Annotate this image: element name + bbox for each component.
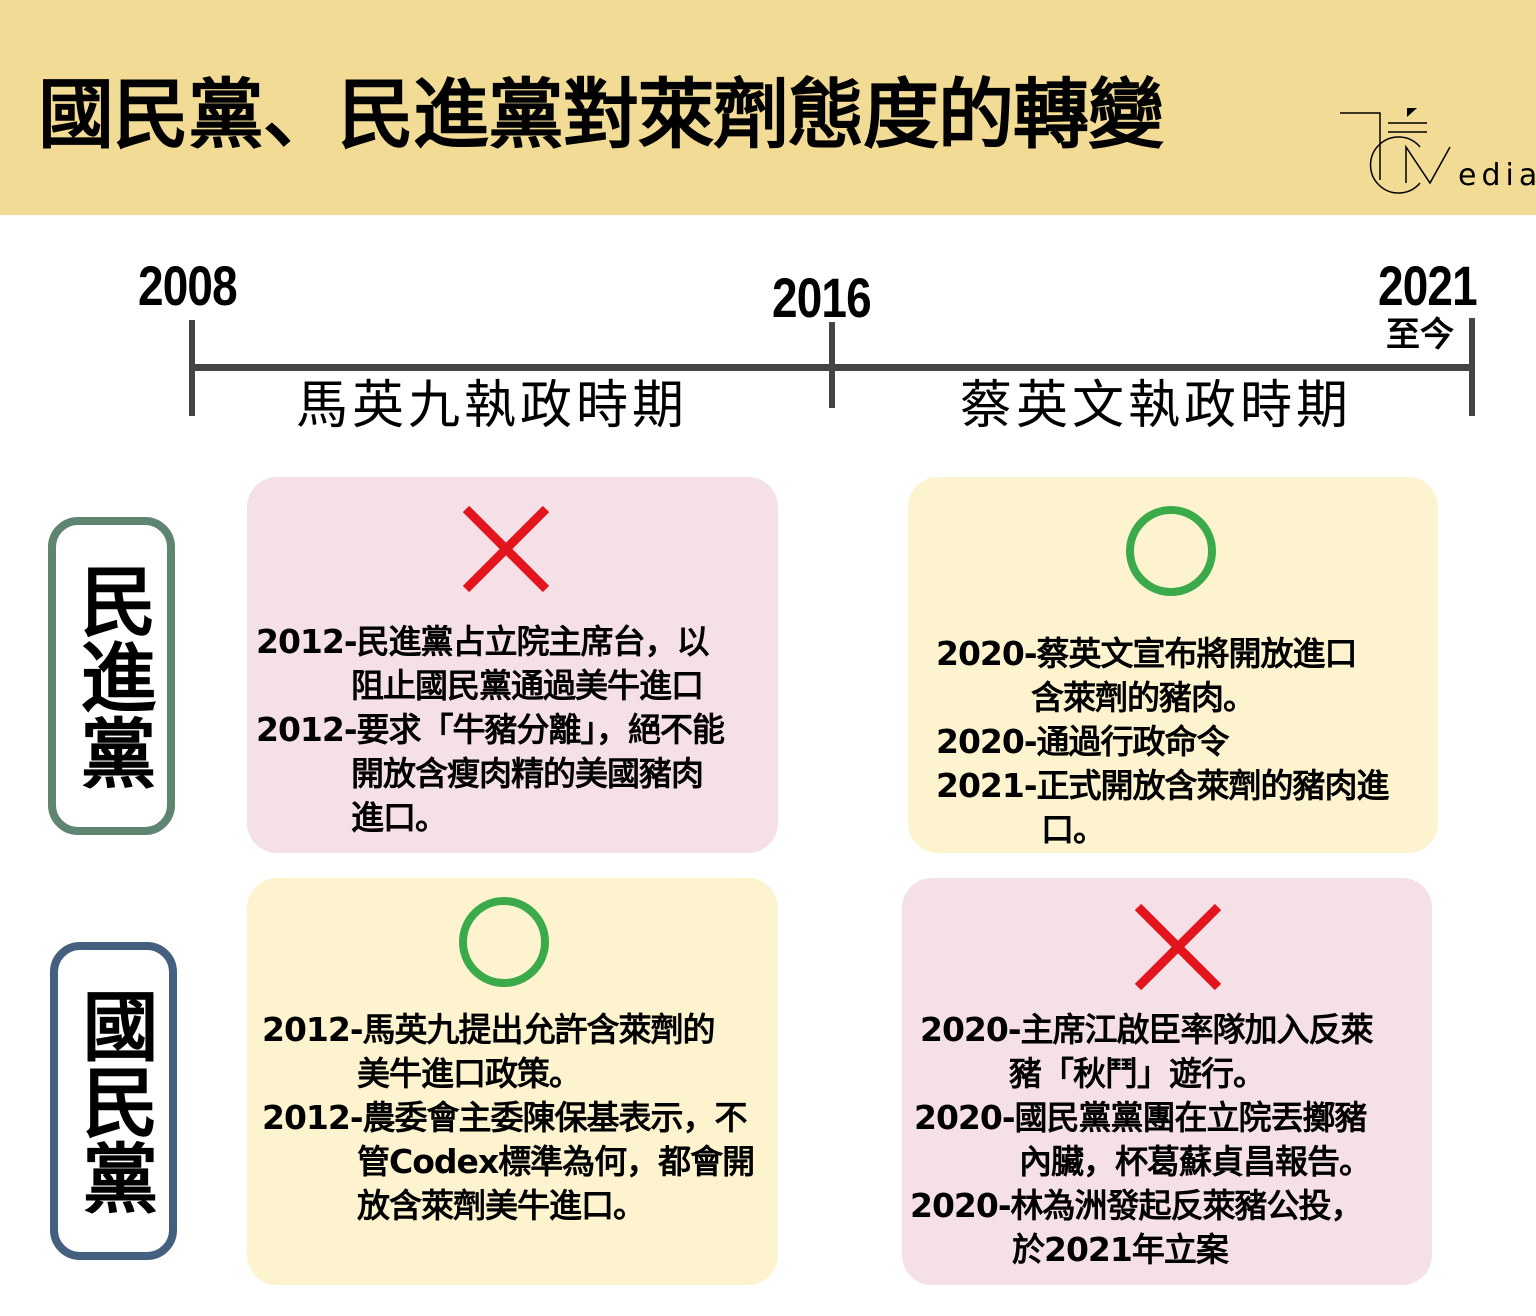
entry-line: 2020-主席江啟臣率隊加入反萊 — [920, 1010, 1374, 1049]
entry-line: 含萊劑的豬肉。 — [1031, 678, 1256, 717]
cross-icon — [462, 505, 550, 593]
entry-line: 2021-正式開放含萊劑的豬肉進 — [936, 766, 1390, 805]
party-label-dpp: 民進黨 — [48, 517, 175, 835]
entry: 2020-林為洲發起反萊豬公投， 於2021年立案 — [910, 1184, 1373, 1272]
entry-line: 口。 — [1041, 810, 1106, 849]
header-banner — [0, 0, 1536, 215]
period-ma: 馬英九執政時期 — [296, 376, 689, 436]
entry-line: 2012-農委會主委陳保基表示，不 — [262, 1098, 748, 1137]
card-dpp-2016 — [908, 477, 1438, 853]
entry: 2012-馬英九提出允許含萊劑的美牛進口政策。 — [262, 1008, 754, 1096]
entries-kmt-2008: 2012-馬英九提出允許含萊劑的美牛進口政策。 2012-農委會主委陳保基表示，… — [262, 1008, 755, 1228]
entry-line: 進口。 — [351, 798, 448, 837]
party-label-kmt: 國民黨 — [50, 942, 177, 1260]
year-label-2016: 2016 — [772, 266, 872, 329]
period-tsai: 蔡英文執政時期 — [960, 376, 1353, 436]
page-title: 國民黨、民進黨對萊劑態度的轉變 — [38, 70, 1164, 159]
end-note: 至今 — [1386, 315, 1454, 355]
timeline-tick-2021 — [1469, 318, 1475, 416]
entry-line: 2012-民進黨占立院主席台，以 — [256, 622, 710, 661]
entry-line: 2020-蔡英文宣布將開放進口 — [936, 634, 1358, 673]
timeline-tick-2008 — [189, 320, 195, 416]
entry-line: 2020-國民黨黨團在立院丟擲豬 — [914, 1098, 1368, 1137]
circle-icon — [1126, 506, 1216, 596]
card-kmt-2008 — [247, 878, 778, 1285]
entry: 2020-主席江啟臣率隊加入反萊豬「秋鬥」遊行。 — [914, 1008, 1374, 1096]
entry: 2012-農委會主委陳保基表示，不管Codex標準為何，都會開 放含萊劑美牛進口。 — [262, 1096, 755, 1228]
entry-line: 於2021年立案 — [1012, 1230, 1229, 1269]
circle-icon — [459, 897, 549, 987]
timeline-tick-2016 — [829, 322, 835, 408]
entry-line: 2020-林為洲發起反萊豬公投， — [910, 1186, 1364, 1225]
entry-line: 開放含瘦肉精的美國豬肉 — [351, 754, 704, 793]
cmedia-logo: edia — [1340, 108, 1536, 194]
entry-line: 2020-通過行政命令 — [936, 722, 1230, 761]
cross-icon — [1134, 903, 1222, 991]
party-name: 國民黨 — [69, 987, 159, 1215]
year-label-2008: 2008 — [138, 254, 238, 317]
entry: 2012-民進黨占立院主席台，以阻止國民黨通過美牛進口 — [256, 620, 724, 708]
entries-kmt-2016: 2020-主席江啟臣率隊加入反萊豬「秋鬥」遊行。 2020-國民黨黨團在立院丟擲… — [910, 1008, 1374, 1272]
entry-line: 阻止國民黨通過美牛進口 — [351, 666, 704, 705]
entry-line: 管Codex標準為何，都會開 — [357, 1142, 755, 1181]
entry: 2012-要求「牛豬分離」，絕不能開放含瘦肉精的美國豬肉 進口。 — [256, 708, 725, 840]
entries-dpp-2008: 2012-民進黨占立院主席台，以阻止國民黨通過美牛進口 2012-要求「牛豬分離… — [256, 620, 725, 840]
card-kmt-2016 — [902, 878, 1432, 1285]
entry: 2020-國民黨黨團在立院丟擲豬內臟，杯葛蘇貞昌報告。 — [914, 1096, 1373, 1184]
entry: 2020-通過行政命令 — [936, 720, 1389, 764]
entry: 2021-正式開放含萊劑的豬肉進口。 — [936, 764, 1390, 852]
entry-line: 美牛進口政策。 — [357, 1054, 582, 1093]
svg-text:edia: edia — [1458, 158, 1536, 193]
party-name: 民進黨 — [67, 562, 157, 790]
year-label-2021: 2021 — [1378, 254, 1478, 317]
entry-line: 內臟，杯葛蘇貞昌報告。 — [1019, 1142, 1372, 1181]
entry-line: 豬「秋鬥」遊行。 — [1009, 1054, 1266, 1093]
entries-dpp-2016: 2020-蔡英文宣布將開放進口含萊劑的豬肉。 2020-通過行政命令 2021-… — [936, 632, 1390, 852]
entry-line: 放含萊劑美牛進口。 — [357, 1186, 646, 1225]
entry-line: 2012-馬英九提出允許含萊劑的 — [262, 1010, 716, 1049]
entry-line: 2012-要求「牛豬分離」，絕不能 — [256, 710, 725, 749]
entry: 2020-蔡英文宣布將開放進口含萊劑的豬肉。 — [936, 632, 1389, 720]
